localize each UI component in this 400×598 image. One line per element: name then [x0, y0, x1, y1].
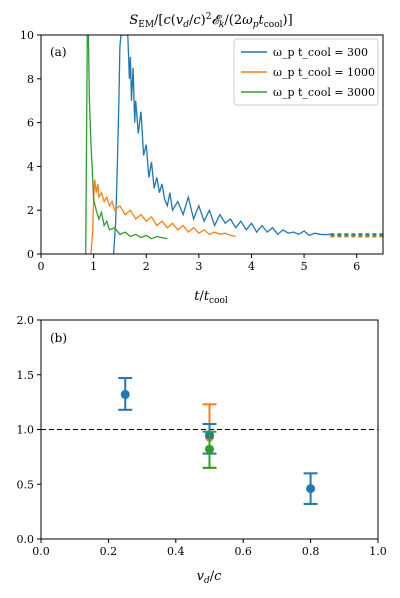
series-group	[85, 35, 383, 254]
y-tick-label-a: 6	[27, 117, 34, 130]
x-tick-label-b: 0.4	[167, 545, 185, 558]
point-marker	[306, 484, 316, 494]
x-tick-label-b: 0.8	[302, 545, 320, 558]
axes-frame-b	[40, 319, 379, 540]
x-axis-title-b: vd/c	[197, 569, 223, 586]
panel-label-b: (b)	[50, 331, 67, 345]
x-tick-label-a: 6	[353, 260, 360, 273]
series-line-2	[90, 179, 236, 254]
point-marker	[120, 389, 130, 399]
x-tick-label-a: 2	[143, 260, 150, 273]
chart-title: SEM/[c(vd/c)2𝓔k/(2ωptcool)]	[129, 12, 292, 30]
y-tick-label-b: 0.0	[17, 533, 35, 546]
legend: ω_p t_cool = 300 ω_p t_cool = 1000 ω_p t_c…	[233, 38, 379, 106]
legend-label-3: ω_p t_cool = 3000	[273, 86, 375, 99]
plot-area-b: 0.0 0.2 0.4 0.6 0.8 1.0 0.0 0.5 1.0 1.5 2.0	[17, 314, 387, 558]
data-point-4	[202, 430, 217, 469]
data-point-1	[118, 377, 133, 411]
x-tick-label-a: 3	[195, 260, 202, 273]
y-tick-label-a: 8	[27, 73, 34, 86]
series-line-3	[85, 35, 168, 254]
y-tick-label-a: 0	[27, 248, 34, 261]
legend-label-2: ω_p t_cool = 1000	[273, 66, 375, 79]
y-tick-label-b: 1.5	[17, 369, 35, 382]
y-tick-label-a: 2	[27, 204, 34, 217]
x-tick-label-b: 1.0	[369, 545, 387, 558]
panel-b: 0.0 0.2 0.4 0.6 0.8 1.0 0.0 0.5 1.0 1.5 2.0 (b) vd…	[17, 314, 387, 586]
x-tick-label-b: 0.2	[100, 545, 118, 558]
points-group	[41, 377, 378, 505]
x-axis-title-a: t/tcool	[194, 289, 228, 306]
series-line-1	[112, 35, 331, 254]
x-tick-label-b: 0.6	[234, 545, 252, 558]
y-tick-label-b: 1.0	[17, 424, 35, 437]
y-tick-label-b: 0.5	[17, 478, 35, 491]
panel-a: SEM/[c(vd/c)2𝓔k/(2ωptcool)] 0 1 2 3 4 5 6 0 2 4 6 8…	[20, 12, 384, 306]
x-tick-label-a: 1	[90, 260, 97, 273]
x-tick-label-a: 0	[38, 260, 45, 273]
x-tick-label-a: 5	[301, 260, 308, 273]
y-tick-label-a: 4	[27, 160, 34, 173]
y-tick-label-a: 10	[20, 29, 34, 42]
legend-box	[233, 38, 379, 106]
x-tick-label-a: 4	[248, 260, 255, 273]
point-marker	[205, 444, 214, 454]
axes-frame-a	[40, 34, 384, 255]
legend-label-1: ω_p t_cool = 300	[273, 46, 368, 59]
y-tick-label-b: 2.0	[17, 314, 35, 327]
plot-area-a: 0 1 2 3 4 5 6 0 2 4 6 8 10	[20, 29, 383, 273]
x-tick-label-b: 0.0	[32, 545, 50, 558]
data-point-5	[303, 472, 318, 505]
panel-label-a: (a)	[50, 45, 67, 59]
